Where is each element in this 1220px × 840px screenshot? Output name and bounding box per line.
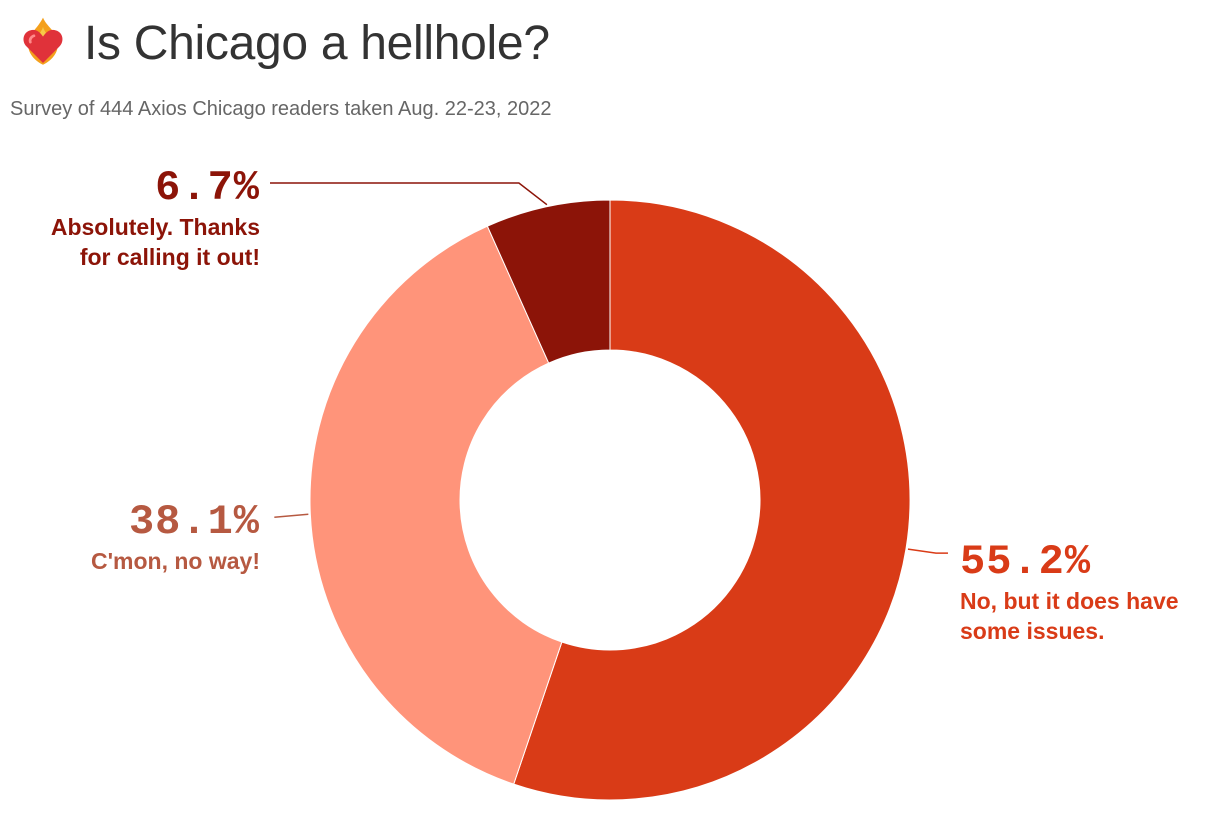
chart-title: Is Chicago a hellhole? [84,16,550,70]
slice-description-line: Absolutely. Thanks [50,214,260,240]
leader-line-absolutely [270,182,548,206]
slice-percent: 55.2% [960,538,1092,586]
slice-label-no-but-issues: 55.2% No, but it does have some issues. [960,540,1179,646]
leader-line-cmon-no-way [274,513,309,518]
donut-slice-absolutely [486,199,611,364]
slice-description-line: No, but it does have [960,588,1179,614]
chart-subtitle: Survey of 444 Axios Chicago readers take… [10,98,552,120]
donut-slice-no-but-issues [513,199,911,801]
donut-slices [309,199,911,801]
leader-line-no-but-issues [907,548,948,554]
slice-description-line: C'mon, no way! [90,548,260,574]
leader-lines [270,182,948,554]
slice-description-line: some issues. [960,618,1105,644]
donut-slice-cmon-no-way [309,225,563,785]
slice-label-absolutely: 6.7% Absolutely. Thanks for calling it o… [51,166,260,272]
chart-header: Is Chicago a hellhole? [14,10,550,76]
slice-percent: 38.1% [128,498,260,546]
slice-label-cmon-no-way: 38.1% C'mon, no way! [91,500,260,576]
fire-heart-icon [23,17,63,65]
slice-description-line: for calling it out! [79,244,260,270]
slice-percent: 6.7% [155,164,260,212]
